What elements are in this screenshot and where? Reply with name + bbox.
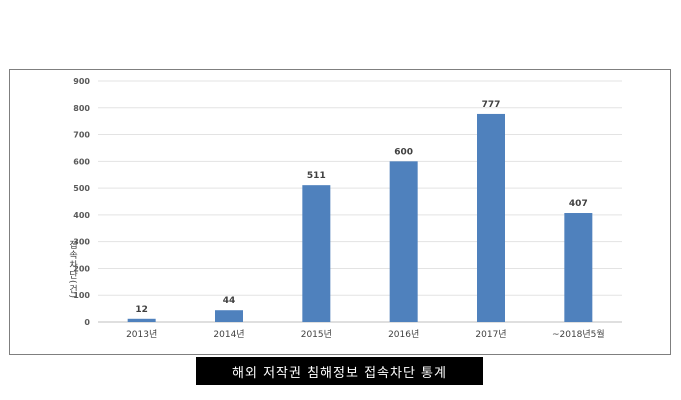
data-label: 600 xyxy=(394,147,413,157)
bar xyxy=(389,161,418,322)
x-category-label: 2017년 xyxy=(475,329,506,340)
y-tick-label: 800 xyxy=(73,104,90,113)
data-label: 407 xyxy=(569,199,588,209)
y-tick-label: 500 xyxy=(73,184,90,193)
data-label: 777 xyxy=(482,100,501,110)
y-tick-label: 100 xyxy=(73,291,90,300)
y-tick-label: 0 xyxy=(84,318,90,327)
data-label: 12 xyxy=(135,305,148,315)
bar xyxy=(127,318,156,322)
chart-caption: 해외 저작권 침해정보 접속차단 통계 xyxy=(196,357,483,385)
y-axis-label: 접속차단(건) xyxy=(67,240,77,300)
x-category-label: 2013년 xyxy=(126,329,157,340)
bar xyxy=(215,310,243,322)
bar xyxy=(302,185,331,322)
y-tick-label: 200 xyxy=(73,264,90,273)
y-tick-label: 400 xyxy=(73,211,90,220)
y-tick-label: 700 xyxy=(73,131,90,140)
y-tick-label: 600 xyxy=(73,157,90,166)
y-tick-label: 900 xyxy=(73,77,90,86)
x-category-label: 2016년 xyxy=(388,329,419,340)
chart-frame: 접속차단(건) 0 100 200 300 400 500 600 700 800 900 12 20… xyxy=(9,69,671,355)
x-category-label: ~2018년5월 xyxy=(552,328,605,340)
y-tick-label: 300 xyxy=(73,238,90,247)
bar xyxy=(477,113,505,322)
x-category-label: 2015년 xyxy=(301,329,332,340)
x-category-label: 2014년 xyxy=(213,329,244,340)
data-label: 44 xyxy=(223,296,236,306)
bar xyxy=(564,213,593,322)
data-label: 511 xyxy=(307,171,326,181)
bar-chart: 0 100 200 300 400 500 600 700 800 900 12 2013년 44 201… xyxy=(73,77,622,340)
